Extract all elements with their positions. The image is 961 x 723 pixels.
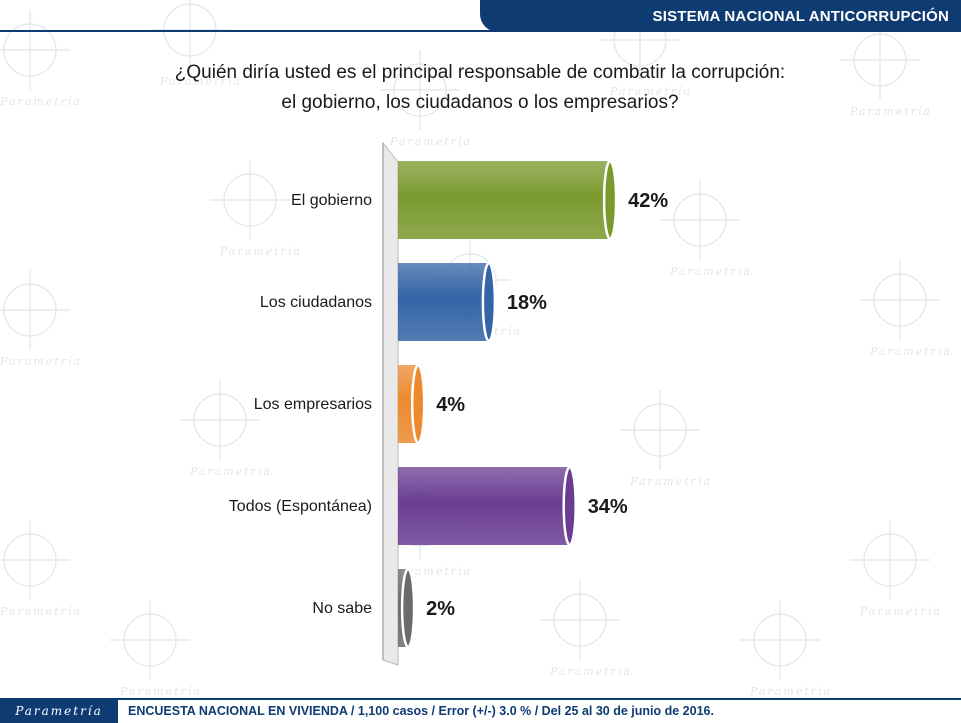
footer-bar: Parametría ENCUESTA NACIONAL EN VIVIENDA… bbox=[0, 698, 961, 723]
value-label: 2% bbox=[426, 598, 455, 620]
value-label: 42% bbox=[628, 190, 668, 212]
category-label: Los ciudadanos bbox=[260, 294, 372, 311]
watermark-text: Parametría bbox=[189, 465, 272, 478]
category-label: No sabe bbox=[312, 600, 372, 617]
watermark-text: Parametría bbox=[849, 105, 932, 118]
watermark-text: Parametría bbox=[549, 665, 632, 678]
bar-end-cap bbox=[481, 261, 497, 343]
watermark-text: Parametría bbox=[609, 85, 692, 98]
axis-wall bbox=[382, 141, 399, 666]
category-label: El gobierno bbox=[291, 192, 372, 209]
watermark-text: Parametría bbox=[219, 245, 302, 258]
bar-todos-espont-nea bbox=[398, 467, 570, 545]
watermark-text: Parametría bbox=[629, 475, 712, 488]
header-title: SISTEMA NACIONAL ANTICORRUPCIÓN bbox=[652, 7, 949, 25]
bar-el-gobierno bbox=[398, 161, 611, 239]
watermark-text: Parametría bbox=[0, 95, 82, 108]
question-line-2: el gobierno, los ciudadanos o los empres… bbox=[281, 92, 679, 113]
watermark-text: Parametría bbox=[669, 265, 752, 278]
bar-los-ciudadanos bbox=[398, 263, 489, 341]
bar-end-cap bbox=[400, 567, 416, 649]
value-label: 18% bbox=[507, 292, 547, 314]
watermark-text: Parametría bbox=[0, 605, 82, 618]
watermark-text: Parametría bbox=[0, 355, 82, 368]
watermark-text: Parametría bbox=[119, 685, 202, 698]
header-bar: SISTEMA NACIONAL ANTICORRUPCIÓN bbox=[480, 0, 961, 32]
watermark-text: Parametría bbox=[159, 75, 242, 88]
category-label: Los empresarios bbox=[254, 396, 372, 413]
value-label: 4% bbox=[436, 394, 465, 416]
watermark-text: Parametría bbox=[869, 345, 952, 358]
bar-end-cap bbox=[602, 159, 618, 241]
header-rule bbox=[0, 30, 961, 32]
footer-logo: Parametría bbox=[0, 700, 118, 723]
bar-end-cap bbox=[562, 465, 577, 547]
watermark-text: Parametría bbox=[859, 605, 942, 618]
value-label: 34% bbox=[588, 496, 628, 518]
watermark-text: Parametría bbox=[749, 685, 832, 698]
category-label: Todos (Espontánea) bbox=[229, 498, 372, 515]
footer-survey-note: ENCUESTA NACIONAL EN VIVIENDA / 1,100 ca… bbox=[128, 704, 714, 718]
question-line-1: ¿Quién diría usted es el principal respo… bbox=[174, 62, 786, 83]
bar-end-cap bbox=[410, 363, 426, 445]
chart-question: ¿Quién diría usted es el principal respo… bbox=[120, 58, 840, 118]
watermark-text: Parametría bbox=[389, 135, 472, 148]
